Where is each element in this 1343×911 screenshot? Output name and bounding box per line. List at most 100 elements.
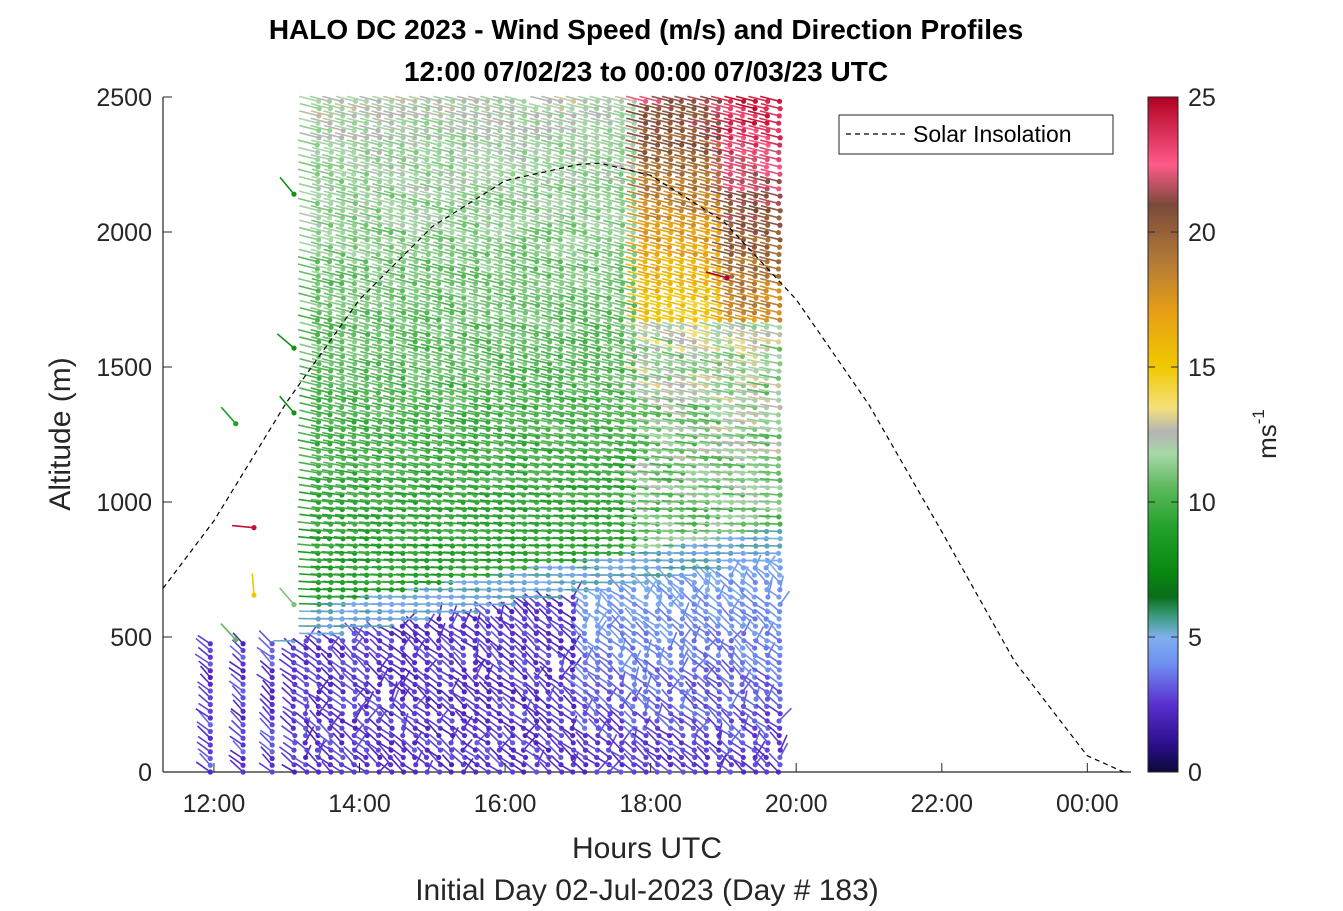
wind-barb-point xyxy=(449,302,455,309)
wind-barb-point xyxy=(484,747,490,753)
wind-barb-point xyxy=(351,113,357,119)
wind-barb-point xyxy=(449,222,455,228)
wind-barb xyxy=(297,277,321,287)
wind-barb-shaft xyxy=(303,651,320,664)
wind-barb-shaft xyxy=(299,110,320,117)
wind-barb-point xyxy=(399,171,406,177)
wind-barb-point xyxy=(363,142,369,148)
wind-barb-point xyxy=(461,732,468,739)
wind-barb xyxy=(323,409,346,418)
wind-barb-point xyxy=(314,200,320,206)
wind-barb-point xyxy=(375,295,381,301)
wind-barb-point xyxy=(376,193,382,199)
wind-barb-point xyxy=(303,754,309,761)
wind-barb-point xyxy=(412,324,418,330)
wind-barb-shaft xyxy=(310,124,330,132)
wind-barb-shaft xyxy=(297,565,318,569)
wind-barb-point xyxy=(316,222,322,228)
wind-barb-point xyxy=(472,244,478,250)
wind-barb-point xyxy=(461,149,467,155)
wind-barb xyxy=(297,168,320,177)
wind-barb-point xyxy=(411,689,418,695)
wind-barb-point xyxy=(363,120,369,126)
wind-barb-point xyxy=(339,208,346,214)
wind-barb-point xyxy=(473,113,479,119)
wind-barb-point xyxy=(389,332,395,338)
wind-barb-point xyxy=(496,237,502,243)
wind-barb-shaft xyxy=(299,409,320,416)
wind-barb xyxy=(342,730,358,746)
wind-barb-shaft xyxy=(322,476,343,482)
wind-barb xyxy=(311,358,334,367)
wind-barb-point xyxy=(351,251,357,258)
wind-barb-point xyxy=(497,310,504,316)
wind-barb-shaft xyxy=(299,343,320,350)
wind-barb xyxy=(311,321,334,330)
wind-barb xyxy=(304,716,321,731)
wind-barb-point xyxy=(485,244,491,250)
wind-barb-shaft xyxy=(330,648,344,664)
wind-barb-point xyxy=(497,273,504,279)
wind-barb-point xyxy=(399,361,406,367)
wind-barb xyxy=(323,263,346,272)
wind-barb-point xyxy=(352,361,358,367)
wind-barb-point xyxy=(328,638,334,644)
wind-barb-shaft xyxy=(299,306,320,314)
wind-barb-point xyxy=(352,295,358,301)
wind-barb-point xyxy=(340,229,346,236)
wind-barb-point xyxy=(412,229,418,236)
wind-barb-shaft xyxy=(310,328,331,336)
wind-barb-point xyxy=(389,638,395,644)
wind-barb-point xyxy=(351,346,357,352)
wind-barb-point xyxy=(316,208,322,214)
wind-barb-point xyxy=(460,353,466,360)
wind-barb xyxy=(298,292,321,301)
wind-barb-shaft xyxy=(310,372,331,380)
wind-barb-point xyxy=(340,412,346,418)
wind-barb-point xyxy=(521,616,528,622)
wind-barb-point xyxy=(316,762,322,768)
wind-barb-point xyxy=(460,280,466,287)
wind-barb-point xyxy=(460,616,467,622)
wind-barb xyxy=(299,365,322,374)
wind-barb-point xyxy=(413,171,419,177)
wind-barb-shaft xyxy=(291,717,307,729)
wind-barb-point xyxy=(363,754,369,761)
wind-barb-point xyxy=(364,762,370,768)
wind-barb-point xyxy=(509,703,515,709)
wind-barb-shaft xyxy=(298,226,319,234)
wind-barb-shaft xyxy=(310,409,331,416)
wind-barb-point xyxy=(460,645,466,651)
wind-barb-point xyxy=(376,113,382,119)
wind-barb-shaft xyxy=(298,175,319,183)
wind-barb-point xyxy=(412,251,418,258)
wind-barb-point xyxy=(327,157,333,163)
wind-barb xyxy=(322,328,345,338)
wind-barb-point xyxy=(364,747,370,753)
wind-barb-point xyxy=(509,667,515,673)
wind-barb-point xyxy=(339,732,345,739)
wind-barb xyxy=(299,409,322,418)
wind-barb-shaft xyxy=(297,550,318,555)
wind-barb-point xyxy=(340,689,346,695)
wind-barb-point xyxy=(473,353,480,360)
wind-barb-point xyxy=(400,375,406,381)
wind-barb-point xyxy=(316,244,322,250)
wind-barb-point xyxy=(315,769,322,775)
wind-barb-point xyxy=(437,769,443,775)
wind-barb-point xyxy=(496,229,502,236)
wind-barb-point xyxy=(448,769,454,775)
wind-barb-point xyxy=(509,186,515,192)
wind-barb-point xyxy=(339,332,345,338)
wind-barb xyxy=(310,314,333,323)
wind-barb-point xyxy=(302,732,309,739)
wind-barb-point xyxy=(510,310,516,316)
wind-barb-point xyxy=(363,222,369,228)
wind-barb-point xyxy=(364,674,370,680)
wind-barb-shaft xyxy=(299,321,320,329)
wind-barb-shaft xyxy=(297,168,318,175)
wind-barb xyxy=(329,723,345,739)
wind-barb-point xyxy=(314,266,320,272)
wind-barb-point xyxy=(496,142,502,148)
